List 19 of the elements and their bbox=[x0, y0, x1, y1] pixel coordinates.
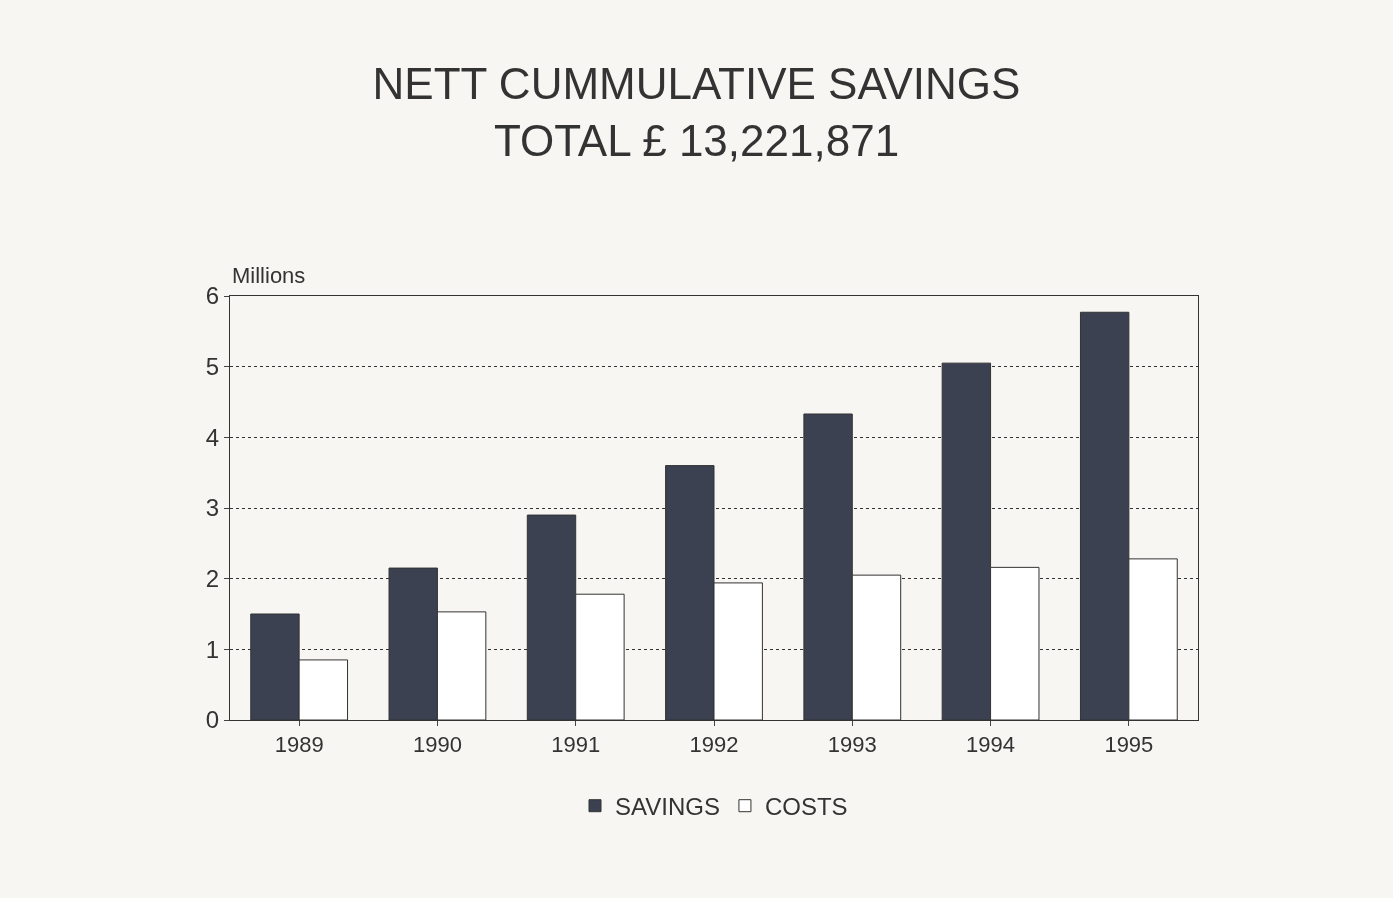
y-tick-label: 1 bbox=[205, 635, 220, 663]
y-tick-label: 2 bbox=[205, 565, 220, 593]
x-tick-label: 1992 bbox=[689, 732, 739, 758]
x-tick-label: 1995 bbox=[1104, 732, 1154, 758]
x-tick-label: 1991 bbox=[551, 732, 601, 758]
y-axis-title: Millions bbox=[232, 263, 306, 288]
x-tick-label: 1990 bbox=[412, 732, 462, 758]
y-tick-label: 3 bbox=[205, 494, 220, 522]
legend-label: SAVINGS bbox=[615, 793, 720, 821]
legend-label: COSTS bbox=[764, 793, 848, 821]
y-tick-label: 4 bbox=[205, 423, 220, 451]
y-tick-label: 5 bbox=[205, 353, 220, 381]
x-tick-label: 1994 bbox=[966, 732, 1016, 758]
chart-subtitle: TOTAL £ 13,221,871 bbox=[493, 115, 900, 165]
x-tick-label: 1993 bbox=[827, 732, 877, 758]
y-tick-label: 0 bbox=[205, 706, 220, 734]
chart-title: NETT CUMMULATIVE SAVINGS bbox=[372, 58, 1021, 108]
y-tick-label: 6 bbox=[205, 282, 220, 310]
x-tick-label: 1989 bbox=[274, 732, 324, 758]
